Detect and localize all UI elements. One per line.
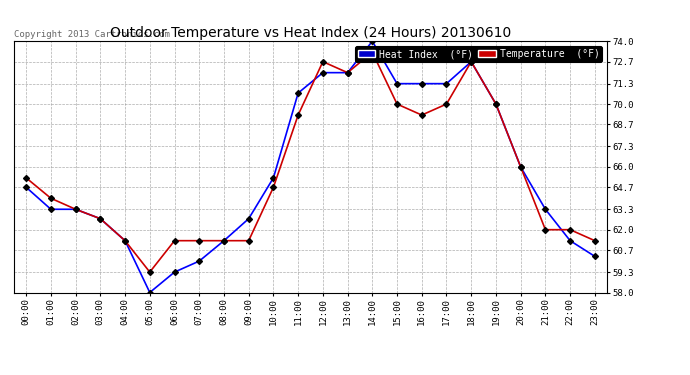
Legend: Heat Index  (°F), Temperature  (°F): Heat Index (°F), Temperature (°F)	[355, 46, 602, 62]
Text: Copyright 2013 Cartronics.com: Copyright 2013 Cartronics.com	[14, 30, 170, 39]
Title: Outdoor Temperature vs Heat Index (24 Hours) 20130610: Outdoor Temperature vs Heat Index (24 Ho…	[110, 26, 511, 40]
